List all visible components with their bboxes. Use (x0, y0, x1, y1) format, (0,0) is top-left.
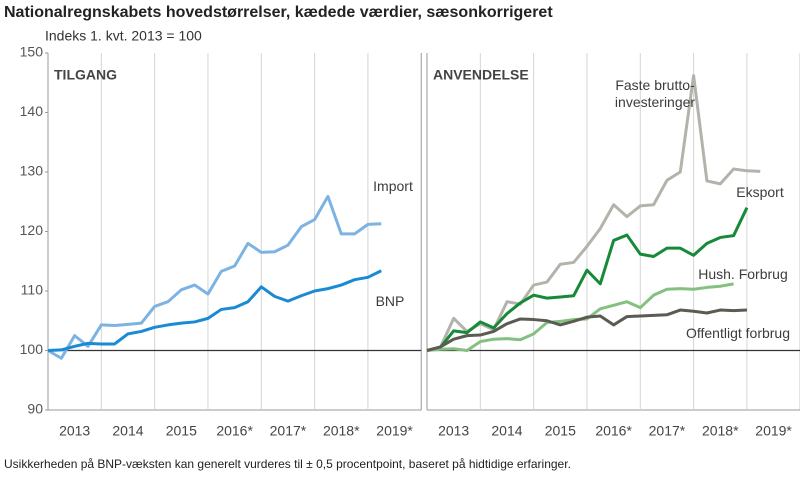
series-line (426, 308, 747, 352)
series-line (426, 207, 749, 352)
y-tick-label: 140 (20, 103, 44, 119)
x-tick-label: 2019* (376, 423, 413, 439)
x-tick-label: 2013 (438, 423, 469, 439)
y-tick-label: 110 (21, 282, 44, 298)
x-tick-label: 2017* (649, 423, 686, 439)
x-tick-label: 2014 (491, 423, 522, 439)
chart-title: Nationalregnskabets hovedstørrelser, kæd… (4, 4, 553, 21)
x-tick-label: 2016* (595, 423, 632, 439)
y-tick-label: 90 (27, 401, 43, 417)
y-tick-label: 130 (20, 163, 44, 179)
footnote: Usikkerheden på BNP-væksten kan generelt… (4, 457, 571, 471)
panel-title: TILGANG (54, 67, 117, 83)
series-label: Offentligt forbrug (685, 325, 791, 341)
panel-title: ANVENDELSE (433, 67, 529, 83)
x-tick-label: 2017* (270, 423, 307, 439)
x-tick-label: 2015 (166, 423, 197, 439)
x-tick-label: 2018* (323, 423, 360, 439)
series-line (426, 74, 761, 352)
series-label: Hush. Forbrug (698, 266, 788, 282)
y-tick-label: 150 (20, 44, 44, 60)
x-tick-label: 2015 (545, 423, 576, 439)
series-line (47, 269, 382, 352)
chart-subtitle: Indeks 1. kvt. 2013 = 100 (45, 28, 202, 44)
series-line (47, 194, 382, 360)
series-label: Import (373, 178, 413, 194)
y-tick-label: 120 (20, 222, 44, 238)
series-label: Faste brutto-investeringer (614, 77, 696, 110)
x-tick-label: 2013 (59, 423, 90, 439)
x-tick-label: 2018* (702, 423, 739, 439)
series-label: Eksport (736, 184, 784, 200)
x-tick-label: 2014 (112, 423, 143, 439)
y-tick-label: 100 (20, 341, 44, 357)
x-tick-label: 2016* (216, 423, 253, 439)
x-tick-label: 2019* (755, 423, 792, 439)
series-label: BNP (375, 293, 405, 309)
